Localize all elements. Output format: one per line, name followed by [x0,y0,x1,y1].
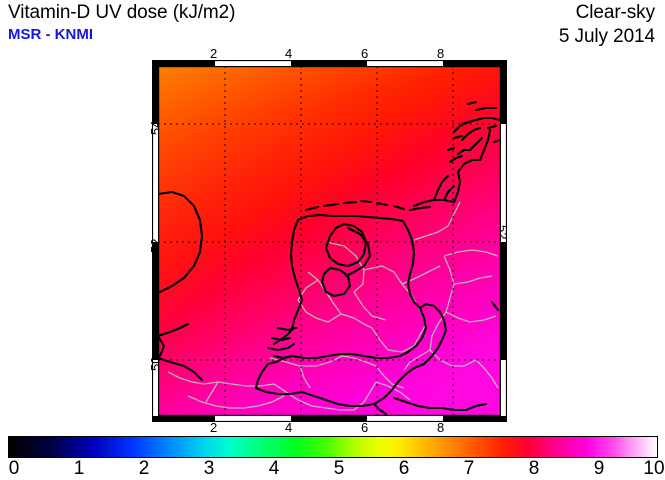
x-tick-bottom-4: 4 [285,420,293,435]
colorbar-tick-6: 6 [398,458,410,479]
colorbar-tick-8: 8 [528,458,540,479]
sky-condition-label: Clear-sky [575,2,655,23]
colorbar-tick-0: 0 [8,458,20,479]
x-tick-bottom-6: 6 [361,420,369,435]
colorbar-tick-9: 9 [593,458,605,479]
x-tick-top-4: 4 [285,46,293,61]
x-tick-top-8: 8 [437,46,445,61]
date-label: 5 July 2014 [558,26,655,47]
x-tick-bottom-2: 2 [210,420,218,435]
colorbar-tick-7: 7 [463,458,475,479]
uv-dose-map-panel: 2 4 6 8 2 4 6 8 54 52 50 54 52 50 [148,46,510,435]
x-tick-bottom-8: 8 [437,420,445,435]
colorbar-tick-labels: 0 1 2 3 4 5 6 7 8 9 10 [8,458,665,480]
uv-dose-colorbar: 0 1 2 3 4 5 6 7 8 9 10 [8,436,665,479]
colorbar-tick-1: 1 [73,458,85,479]
x-tick-top-6: 6 [361,46,369,61]
data-source-label: MSR - KNMI [8,26,93,43]
colorbar-tick-3: 3 [203,458,215,479]
map-raster [158,66,501,416]
colorbar-tick-4: 4 [268,458,280,479]
colorbar-tick-2: 2 [138,458,150,479]
colorbar-tick-5: 5 [333,458,345,479]
colorbar-tick-10: 10 [643,458,665,479]
colorbar-gradient [8,436,658,458]
page-title: Vitamin-D UV dose (kJ/m2) [8,2,236,23]
map-frame [158,66,501,416]
x-tick-top-2: 2 [210,46,218,61]
